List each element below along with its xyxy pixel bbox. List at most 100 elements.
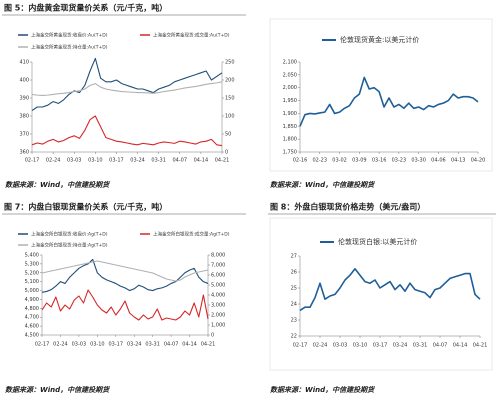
legend-label: 伦敦现货黄金:以美元计价 [340, 35, 419, 44]
x-tick-label: 03-03 [72, 342, 87, 348]
y2-tick-label: 6,000 [211, 273, 225, 279]
legend-label: 上海金交所黄金现货:成交量:Au(T+D) [153, 32, 230, 39]
y2-tick-label: 100 [225, 114, 235, 120]
x-tick-label: 03-23 [392, 158, 407, 164]
x-tick-label: 04-13 [451, 158, 466, 164]
y-tick-label: 26 [291, 270, 297, 276]
y2-tick-label: 5,000 [211, 283, 225, 289]
y-tick-label: 5,200 [25, 270, 39, 276]
series-line [31, 57, 223, 112]
x-tick-label: 02-17 [35, 342, 50, 348]
y-tick-label: 4,900 [25, 297, 39, 303]
x-tick-label: 03-09 [352, 158, 367, 164]
x-tick-label: 03-24 [127, 342, 142, 348]
x-tick-label: 02-23 [313, 158, 328, 164]
x-tick-label: 03-10 [88, 158, 103, 164]
legend-label: 上海金交所白银现货:成交量:Ag(T+D) [153, 231, 230, 238]
y-tick-label: 2,100 [283, 60, 297, 66]
x-tick-label: 04-21 [473, 343, 488, 349]
y-tick-label: 4,600 [25, 324, 39, 330]
x-tick-label: 03-02 [332, 158, 347, 164]
y2-tick-label: 3,000 [211, 303, 225, 309]
x-tick-label: 04-07 [173, 158, 188, 164]
x-tick-label: 03-31 [145, 342, 160, 348]
x-tick-label: 03-17 [109, 158, 124, 164]
x-tick-label: 02-24 [53, 342, 68, 348]
legend-label: 上海金交所黄金现货:持仓量:Au(T+D) [31, 44, 108, 51]
legend-label: 伦敦现货白银:以美元计价 [338, 237, 417, 246]
source-note: 数据来源：Wind，中信建投期货 [270, 180, 376, 189]
y2-tick-label: 0 [225, 150, 228, 156]
panel-border [269, 18, 493, 172]
series-line [31, 115, 223, 147]
y-tick-label: 4,700 [25, 315, 39, 321]
series-line [299, 76, 479, 127]
y2-tick-label: 1,000 [211, 323, 225, 329]
x-tick-label: 04-07 [433, 343, 448, 349]
x-tick-label: 04-21 [215, 158, 230, 164]
source-note: 数据来源：Wind，中信建投期货 [5, 180, 111, 189]
y-tick-label: 24 [291, 302, 297, 308]
x-tick-label: 03-17 [109, 342, 124, 348]
x-tick-label: 04-07 [164, 342, 179, 348]
source-note: 数据来源：Wind，中信建投期货 [270, 385, 376, 394]
x-tick-label: 04-06 [431, 158, 446, 164]
y-tick-label: 360 [19, 150, 29, 156]
x-tick-label: 03-30 [411, 158, 426, 164]
y-tick-label: 380 [19, 114, 29, 120]
x-tick-label: 03-03 [67, 158, 82, 164]
series-line [299, 268, 481, 312]
y-tick-label: 23 [291, 318, 297, 324]
y2-tick-label: 7,000 [211, 263, 225, 269]
x-tick-label: 02-16 [293, 158, 308, 164]
y-tick-label: 22 [291, 334, 297, 340]
x-tick-label: 04-14 [453, 343, 468, 349]
y-tick-label: 2,000 [283, 85, 297, 91]
source-note: 数据来源：Wind，中信建投期货 [5, 385, 111, 394]
y2-tick-label: 4,000 [211, 293, 225, 299]
x-tick-label: 02-17 [25, 158, 40, 164]
y-tick-label: 5,300 [25, 261, 39, 267]
x-tick-label: 03-03 [333, 343, 348, 349]
panel-border [269, 217, 493, 371]
y2-tick-label: 150 [225, 96, 235, 102]
legend-label: 上海金交所白银现货:收盘价:Ag(T+D) [31, 231, 108, 238]
legend-label: 上海金交所黄金现货:收盘价:Au(T+D) [31, 32, 108, 39]
y-tick-label: 5,100 [25, 279, 39, 285]
y-tick-label: 1,950 [283, 98, 297, 104]
x-tick-label: 03-10 [90, 342, 105, 348]
y-tick-label: 5,000 [25, 288, 39, 294]
y-tick-label: 5,400 [25, 253, 39, 259]
y-tick-label: 410 [19, 60, 29, 66]
x-tick-label: 03-31 [151, 158, 166, 164]
y-tick-label: 390 [19, 96, 29, 102]
y2-tick-label: 200 [225, 78, 235, 84]
y2-tick-label: 0 [211, 333, 214, 339]
x-tick-label: 03-10 [353, 343, 368, 349]
x-tick-label: 02-24 [46, 158, 61, 164]
x-tick-label: 03-16 [372, 158, 387, 164]
x-tick-label: 04-20 [471, 158, 486, 164]
y-tick-label: 1,850 [283, 124, 297, 130]
x-tick-label: 04-21 [201, 342, 216, 348]
series-line [31, 81, 223, 97]
y-tick-label: 1,800 [283, 137, 297, 143]
y2-tick-label: 250 [225, 60, 235, 66]
series-line [41, 289, 209, 321]
x-tick-label: 04-14 [194, 158, 209, 164]
figure-caption: 图 7：内盘白银现货量价关系（元/千克，吨） [4, 202, 167, 212]
x-tick-label: 03-17 [373, 343, 388, 349]
y2-tick-label: 2,000 [211, 313, 225, 319]
x-tick-label: 04-14 [182, 342, 197, 348]
y-tick-label: 1,900 [283, 111, 297, 117]
y2-tick-label: 8,000 [211, 253, 225, 259]
y-tick-label: 27 [291, 254, 297, 260]
x-tick-label: 02-24 [313, 343, 328, 349]
y-tick-label: 25 [291, 286, 297, 292]
figure-caption: 图 5：内盘黄金现货量价关系（元/千克，吨） [4, 3, 167, 13]
x-tick-label: 03-31 [413, 343, 428, 349]
y-tick-label: 4,800 [25, 306, 39, 312]
legend-label: 上海金交所白银现货:持仓量:Ag(T+D) [31, 242, 108, 249]
